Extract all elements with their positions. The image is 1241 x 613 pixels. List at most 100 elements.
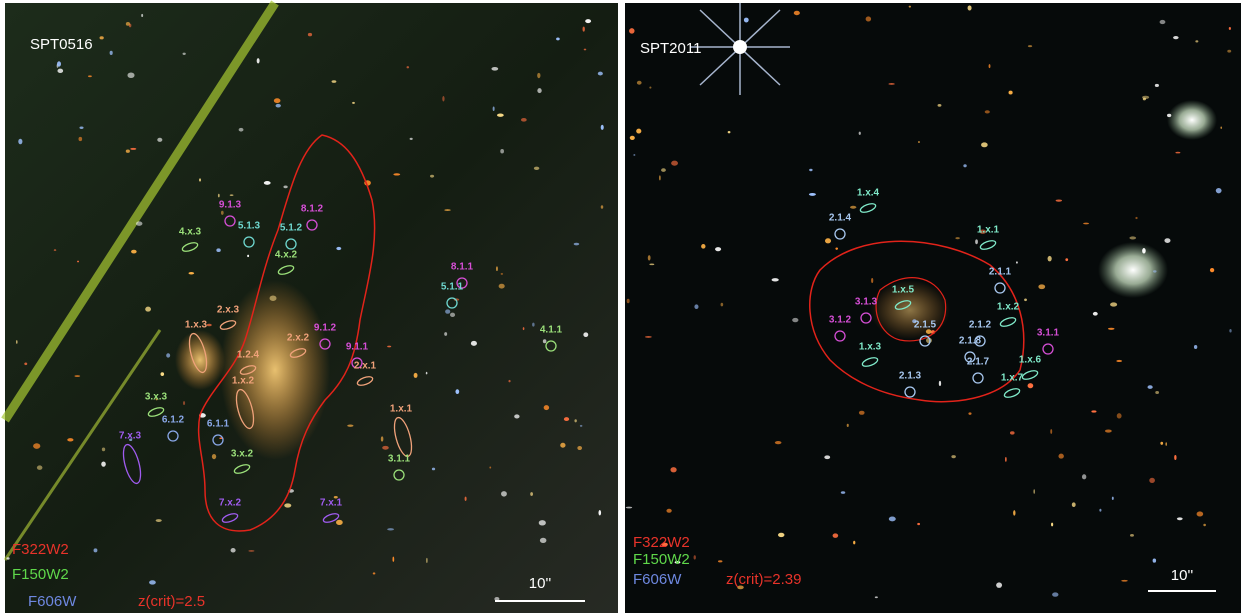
source <box>1149 478 1155 483</box>
source <box>393 173 400 175</box>
image-label: 1.x.2 <box>232 376 255 387</box>
image-label: 7.x.2 <box>219 498 242 509</box>
critical-redshift: z(crit)=2.5 <box>138 593 205 610</box>
source <box>157 138 162 142</box>
source <box>728 131 731 133</box>
source <box>1009 91 1013 95</box>
source <box>661 168 666 172</box>
source <box>1177 517 1183 520</box>
source <box>659 175 661 180</box>
source <box>239 128 244 132</box>
source <box>1148 385 1153 389</box>
source <box>1153 270 1157 272</box>
source <box>136 221 142 225</box>
source <box>939 381 941 386</box>
source <box>1203 524 1206 526</box>
source <box>833 533 839 538</box>
source <box>455 389 459 394</box>
source <box>1167 114 1171 117</box>
source <box>809 169 812 171</box>
source <box>77 261 79 263</box>
image-label: 1.x.7 <box>1001 373 1024 384</box>
source <box>645 336 652 338</box>
source <box>580 425 583 427</box>
source <box>989 64 991 68</box>
source <box>407 66 410 68</box>
source <box>57 61 61 66</box>
source <box>54 249 56 251</box>
source <box>1164 238 1170 243</box>
image-label: 8.1.1 <box>451 262 474 273</box>
image-label: 2.1.5 <box>914 320 937 331</box>
source <box>131 250 137 254</box>
source <box>539 520 546 525</box>
source <box>430 175 434 178</box>
source <box>218 194 220 198</box>
source <box>577 446 582 450</box>
source <box>501 273 503 275</box>
source <box>230 194 234 196</box>
source <box>1083 223 1089 225</box>
source <box>381 436 383 441</box>
source <box>501 491 507 496</box>
image-label: 1.x.3 <box>859 342 882 353</box>
image-label: 7.x.1 <box>320 498 343 509</box>
source <box>270 295 277 301</box>
source <box>560 443 565 448</box>
source <box>1129 236 1136 239</box>
source <box>156 519 162 522</box>
source <box>1010 431 1015 434</box>
image-label: 5.1.2 <box>280 223 303 234</box>
image-label: 1.x.1 <box>390 404 413 415</box>
source <box>102 448 105 452</box>
image-label: 6.1.2 <box>162 415 185 426</box>
source <box>715 247 721 251</box>
source <box>1117 413 1122 418</box>
source <box>701 244 705 249</box>
source <box>1194 345 1197 349</box>
source <box>918 141 920 143</box>
source <box>825 238 831 243</box>
image-label: 1.x.5 <box>892 285 915 296</box>
source <box>248 550 254 552</box>
source <box>556 37 560 40</box>
source <box>778 533 784 537</box>
source <box>835 247 838 249</box>
source <box>1110 302 1117 306</box>
image-label: 6.1.1 <box>207 419 230 430</box>
source <box>450 313 455 317</box>
source <box>1227 50 1231 53</box>
source <box>382 446 389 450</box>
source <box>130 148 136 150</box>
source <box>284 503 291 507</box>
source <box>975 239 978 244</box>
source <box>79 127 83 129</box>
source <box>16 340 18 344</box>
source <box>721 303 724 307</box>
source <box>963 164 966 167</box>
source <box>57 69 63 73</box>
source <box>544 405 549 410</box>
source <box>514 414 519 418</box>
source <box>24 362 27 365</box>
source <box>1121 580 1128 582</box>
source <box>1105 429 1112 432</box>
source <box>649 87 651 89</box>
source <box>465 497 467 501</box>
image-label: 7.x.3 <box>119 431 142 442</box>
source <box>33 443 40 449</box>
source <box>67 438 73 441</box>
source <box>508 380 510 382</box>
source <box>74 375 80 377</box>
source <box>426 558 428 563</box>
image-label: 5.1.3 <box>238 221 261 232</box>
scale-bar-label: 10'' <box>529 575 552 592</box>
source <box>274 98 281 103</box>
source <box>1195 40 1198 42</box>
scale-bar-label: 10'' <box>1171 567 1194 584</box>
source <box>1220 127 1222 129</box>
image-label: 8.1.2 <box>301 204 324 215</box>
filter-label: F150W2 <box>633 551 690 568</box>
image-label: 1.x.1 <box>977 225 1000 236</box>
source <box>633 154 635 156</box>
